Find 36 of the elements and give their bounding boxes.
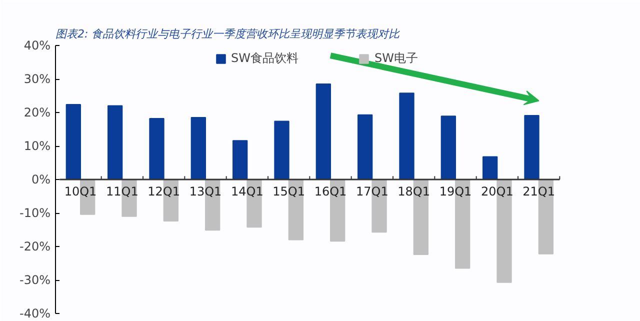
bar (358, 114, 373, 180)
legend-label: SW食品饮料 (231, 50, 298, 67)
y-tick-label: 10% (24, 139, 50, 153)
bar (108, 105, 123, 180)
x-tick-label: 15Q1 (272, 184, 306, 199)
bar (399, 92, 414, 180)
x-tick-label: 11Q1 (106, 184, 138, 199)
y-tick-label: 20% (24, 106, 50, 120)
y-tick-label: -10% (20, 206, 51, 220)
bar (66, 104, 81, 180)
y-tick-label: 0% (31, 172, 51, 186)
y-tick-label: -40% (20, 306, 51, 320)
bar (316, 84, 331, 180)
y-tick-label: 30% (24, 72, 50, 86)
y-tick-label: 40% (24, 38, 50, 52)
bar (440, 116, 456, 180)
x-tick-label: 13Q1 (189, 184, 222, 199)
x-tick-label: 12Q1 (148, 184, 180, 199)
y-tick-label: -30% (20, 273, 51, 287)
bar (482, 156, 498, 180)
x-tick-label: 10Q1 (64, 184, 97, 199)
chart-title: 图表2: 食品饮料行业与电子行业一季度营收环比呈现明显季节表现对比 (56, 28, 401, 40)
y-tick-label: -20% (20, 240, 51, 254)
x-tick-label: 17Q1 (356, 184, 388, 199)
legend-label: SW电子 (374, 50, 418, 67)
bar (149, 118, 164, 180)
x-tick-label: 14Q1 (230, 184, 264, 199)
bar (274, 120, 290, 180)
x-tick-label: 18Q1 (398, 184, 430, 199)
x-tick-label: 20Q1 (480, 184, 514, 199)
bar (524, 115, 540, 180)
bar (190, 117, 206, 180)
bar (232, 140, 248, 180)
x-tick-label: 21Q1 (522, 184, 556, 199)
x-tick-label: 16Q1 (314, 184, 347, 199)
x-tick-label: 19Q1 (439, 184, 472, 199)
